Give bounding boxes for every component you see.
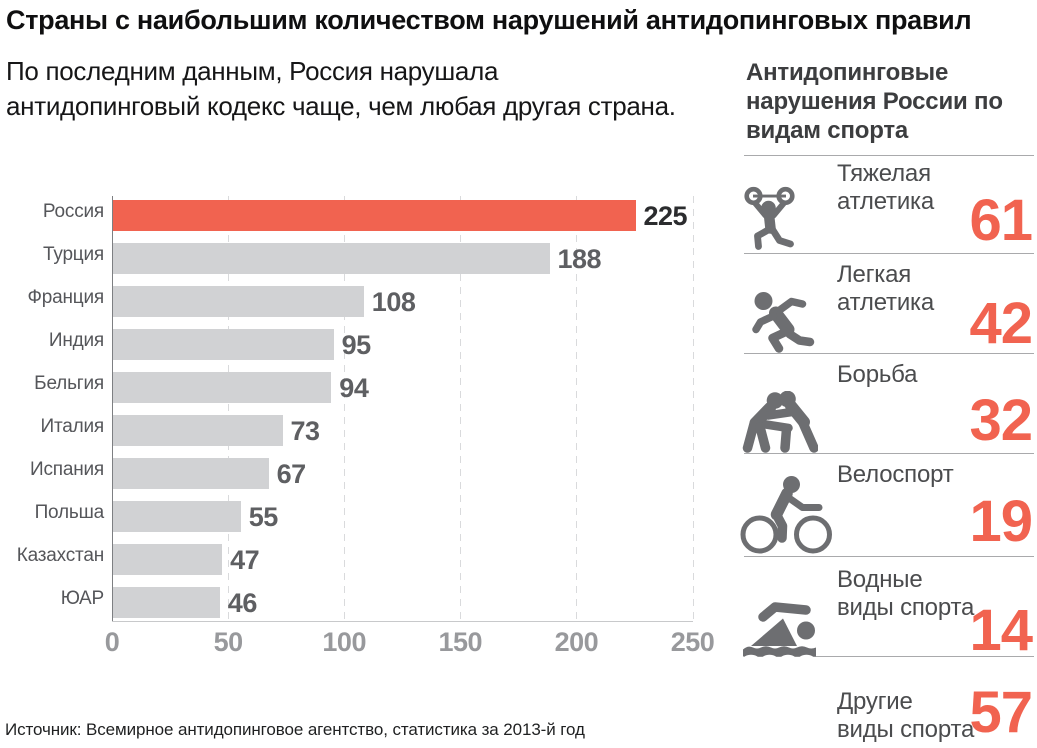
sidebar-heading: Антидопинговые нарушения России по видам с…: [746, 58, 1003, 145]
bar-chart: Россия 225 Турция 188 Франция 108 Индия 95 Бельг…: [16, 196, 715, 657]
bar-value-Италия: 73: [290, 416, 321, 446]
swimming-icon: [743, 600, 817, 657]
x-tick-250: 250: [670, 627, 715, 657]
sidebar-item-label-line: Другие: [837, 688, 913, 715]
sidebar-item-label-line: атлетика: [837, 289, 935, 316]
bar-value-Польша: 55: [248, 502, 279, 532]
gridline-250: [692, 196, 694, 621]
sidebar-separator: [744, 656, 1034, 657]
sidebar-heading-line: Антидопинговые: [746, 59, 949, 86]
sidebar-sports-breakdown: Антидопинговые нарушения России по видам с…: [740, 0, 1037, 748]
sidebar-item-label-line: Легкая: [837, 261, 912, 288]
x-tick-100: 100: [322, 627, 366, 657]
sidebar-separator: [744, 352, 1034, 354]
bar-value-Франция: 108: [371, 287, 416, 317]
x-axis-line: [112, 621, 693, 622]
sidebar-separator: [744, 155, 1034, 156]
wrestling-icon: [742, 391, 818, 453]
x-tick-0: 0: [104, 627, 120, 657]
sidebar-item-label-line: Велоспорт: [837, 461, 954, 488]
sidebar-separator: [744, 556, 1034, 557]
bar-label-Индия: Индия: [48, 329, 104, 351]
gridline-200: [576, 196, 578, 621]
bar-Турция: [113, 243, 550, 274]
sidebar-item-label: Велоспорт: [837, 461, 954, 489]
bar-value-ЮАР: 46: [227, 588, 258, 618]
gridline-100: [344, 196, 346, 621]
sidebar-item-label: Водные виды спорта: [837, 566, 974, 622]
x-tick-150: 150: [438, 627, 483, 657]
page-title: Страны с наибольшим количеством нарушени…: [6, 5, 972, 35]
bar-Италия: [113, 415, 283, 446]
cycling-icon: [739, 474, 833, 554]
sidebar-item-label: Тяжелая атлетика: [837, 160, 934, 216]
bar-value-Испания: 67: [276, 459, 307, 489]
bar-label-Испания: Испания: [29, 458, 104, 480]
bar-label-Турция: Турция: [43, 243, 104, 265]
sidebar-item-label-line: Борьба: [837, 361, 918, 388]
bar-value-Индия: 95: [341, 330, 372, 360]
subtitle-line: антидопинговый кодекс чаще, чем любая др…: [6, 91, 676, 121]
weightlifting-icon: [744, 182, 796, 252]
sidebar-item-value: 61: [969, 188, 1033, 253]
sidebar-item-value: 32: [969, 388, 1033, 453]
bar-Польша: [113, 501, 241, 532]
sidebar-item-label: Другие виды спорта: [837, 688, 974, 744]
sidebar-item-value: 14: [969, 598, 1033, 663]
sidebar-item-label-line: Тяжелая: [837, 160, 931, 187]
sidebar-heading-line: видам спорта: [746, 117, 909, 144]
bar-Бельгия: [113, 372, 332, 403]
bar-Россия: [113, 200, 636, 231]
bar-label-Франция: Франция: [27, 286, 105, 308]
bar-ЮАР: [113, 587, 220, 618]
bar-value-Турция: 188: [557, 244, 602, 274]
sidebar-item-label-line: атлетика: [837, 188, 935, 215]
bar-Индия: [113, 329, 334, 360]
x-tick-50: 50: [213, 627, 244, 657]
bar-label-Польша: Польша: [34, 501, 105, 523]
sidebar-heading-line: нарушения России по: [746, 88, 1003, 115]
bar-value-Россия: 225: [643, 201, 688, 231]
sidebar-item-value: 42: [969, 291, 1033, 356]
sidebar-item-label: Легкая атлетика: [837, 261, 934, 317]
gridline-50: [228, 196, 230, 621]
bar-label-ЮАР: ЮАР: [60, 587, 105, 609]
bar-value-Казахстан: 47: [230, 545, 260, 575]
bar-label-Россия: Россия: [42, 200, 104, 222]
sidebar-item-label-line: Водные: [837, 566, 923, 593]
bar-value-Бельгия: 94: [339, 373, 369, 403]
y-axis-line: [112, 196, 113, 622]
bar-Франция: [113, 286, 364, 317]
sidebar-item-label-line: виды спорта: [837, 594, 975, 621]
running-icon: [747, 291, 815, 353]
subtitle-line: По последним данным, Россия нарушала: [6, 56, 499, 86]
source-note: Источник: Всемирное антидопинговое агент…: [5, 720, 585, 739]
bar-label-Казахстан: Казахстан: [16, 544, 104, 566]
sidebar-separator: [744, 253, 1034, 254]
subtitle: По последним данным, Россия нарушала анти…: [6, 54, 676, 124]
sidebar-item-label-line: виды спорта: [837, 716, 975, 743]
gridline-150: [460, 196, 462, 621]
sidebar-item-value: 57: [969, 680, 1033, 745]
bar-label-Бельгия: Бельгия: [34, 372, 104, 394]
bar-Испания: [113, 458, 269, 489]
x-tick-200: 200: [554, 627, 599, 657]
sidebar-item-label: Борьба: [837, 361, 917, 389]
sidebar-separator: [744, 453, 1034, 454]
bar-Казахстан: [113, 544, 223, 575]
bar-label-Италия: Италия: [40, 415, 104, 437]
sidebar-item-value: 19: [969, 489, 1033, 554]
